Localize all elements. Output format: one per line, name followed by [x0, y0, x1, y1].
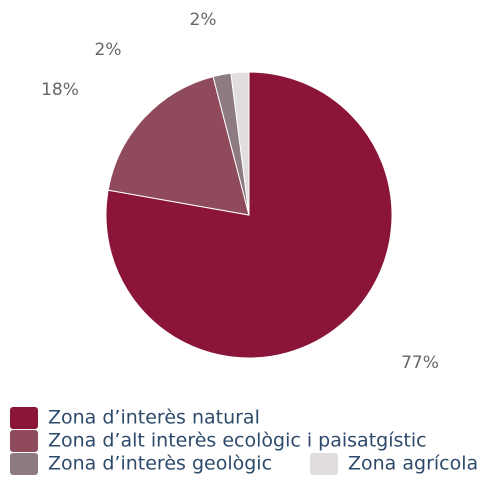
legend-label: Zona agrícola: [348, 453, 478, 475]
pie-slice: [230, 71, 250, 216]
legend-label: Zona d’interès natural: [48, 407, 260, 429]
legend-swatch: [10, 453, 38, 475]
slice-label: 2%: [190, 10, 217, 30]
legend-swatch: [10, 430, 38, 452]
slice-label: 77%: [401, 353, 439, 373]
legend-swatch: [10, 407, 38, 429]
legend-label: Zona d’interès geològic: [48, 453, 272, 475]
legend-swatch: [310, 453, 338, 475]
slice-label: 18%: [41, 80, 79, 100]
legend-label: Zona d’alt interès ecològic i paisatgíst…: [48, 430, 427, 452]
slice-label: 2%: [95, 40, 122, 60]
pie-slice: [107, 75, 250, 216]
